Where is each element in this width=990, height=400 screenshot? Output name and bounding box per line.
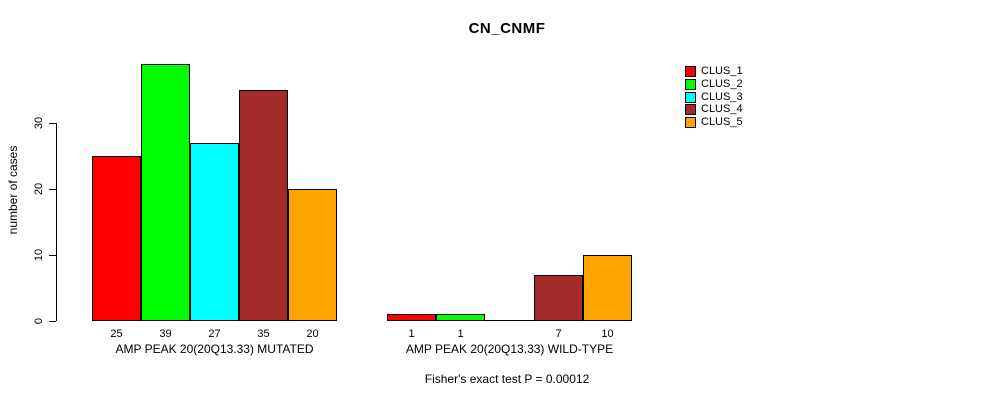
y-tick xyxy=(49,321,56,322)
legend-swatch xyxy=(685,117,696,128)
legend-label: CLUS_4 xyxy=(701,103,743,116)
fisher-test-annotation: Fisher's exact test P = 0.00012 xyxy=(424,372,590,386)
bar xyxy=(141,63,190,321)
legend-swatch xyxy=(685,91,696,103)
legend-label: CLUS_2 xyxy=(701,77,743,90)
legend-label: CLUS_5 xyxy=(701,116,743,128)
bar-value-label: 1 xyxy=(408,328,415,340)
bar-value-label: 1 xyxy=(457,328,464,340)
bar-value-label: 10 xyxy=(601,328,614,340)
y-tick-label: 20 xyxy=(33,182,45,196)
legend-label: CLUS_1 xyxy=(701,65,743,77)
bar-value-label: 27 xyxy=(208,328,221,340)
bar-value-label: 20 xyxy=(306,328,319,340)
y-tick-label: 10 xyxy=(33,248,45,262)
bar xyxy=(190,142,239,321)
bar xyxy=(288,189,337,321)
y-tick xyxy=(49,189,56,190)
group-label-mutated: AMP PEAK 20(20Q13.33) MUTATED xyxy=(115,342,314,356)
chart-title: CN_CNMF xyxy=(468,20,546,37)
bar-value-label: 35 xyxy=(257,328,270,340)
bar-zero-line xyxy=(485,320,534,321)
group-label-wild-type: AMP PEAK 20(20Q13.33) WILD-TYPE xyxy=(405,342,614,356)
y-tick-label: 0 xyxy=(33,317,45,325)
legend-swatch xyxy=(685,104,696,116)
y-axis-line xyxy=(56,123,57,321)
legend-swatch xyxy=(685,66,696,77)
legend-swatch xyxy=(685,78,696,90)
y-tick-label: 30 xyxy=(33,116,45,130)
bar xyxy=(387,314,436,321)
y-tick xyxy=(49,255,56,256)
y-tick xyxy=(49,123,56,124)
bar xyxy=(92,156,141,321)
legend-label: CLUS_3 xyxy=(701,90,743,103)
bar-value-label: 25 xyxy=(110,328,123,340)
bar xyxy=(436,314,485,321)
bar-value-label: 7 xyxy=(555,328,562,340)
bar xyxy=(583,255,632,321)
y-axis-title: number of cases xyxy=(6,145,20,235)
bar xyxy=(239,90,288,321)
bar-value-label: 39 xyxy=(159,328,172,340)
bar xyxy=(534,274,583,321)
